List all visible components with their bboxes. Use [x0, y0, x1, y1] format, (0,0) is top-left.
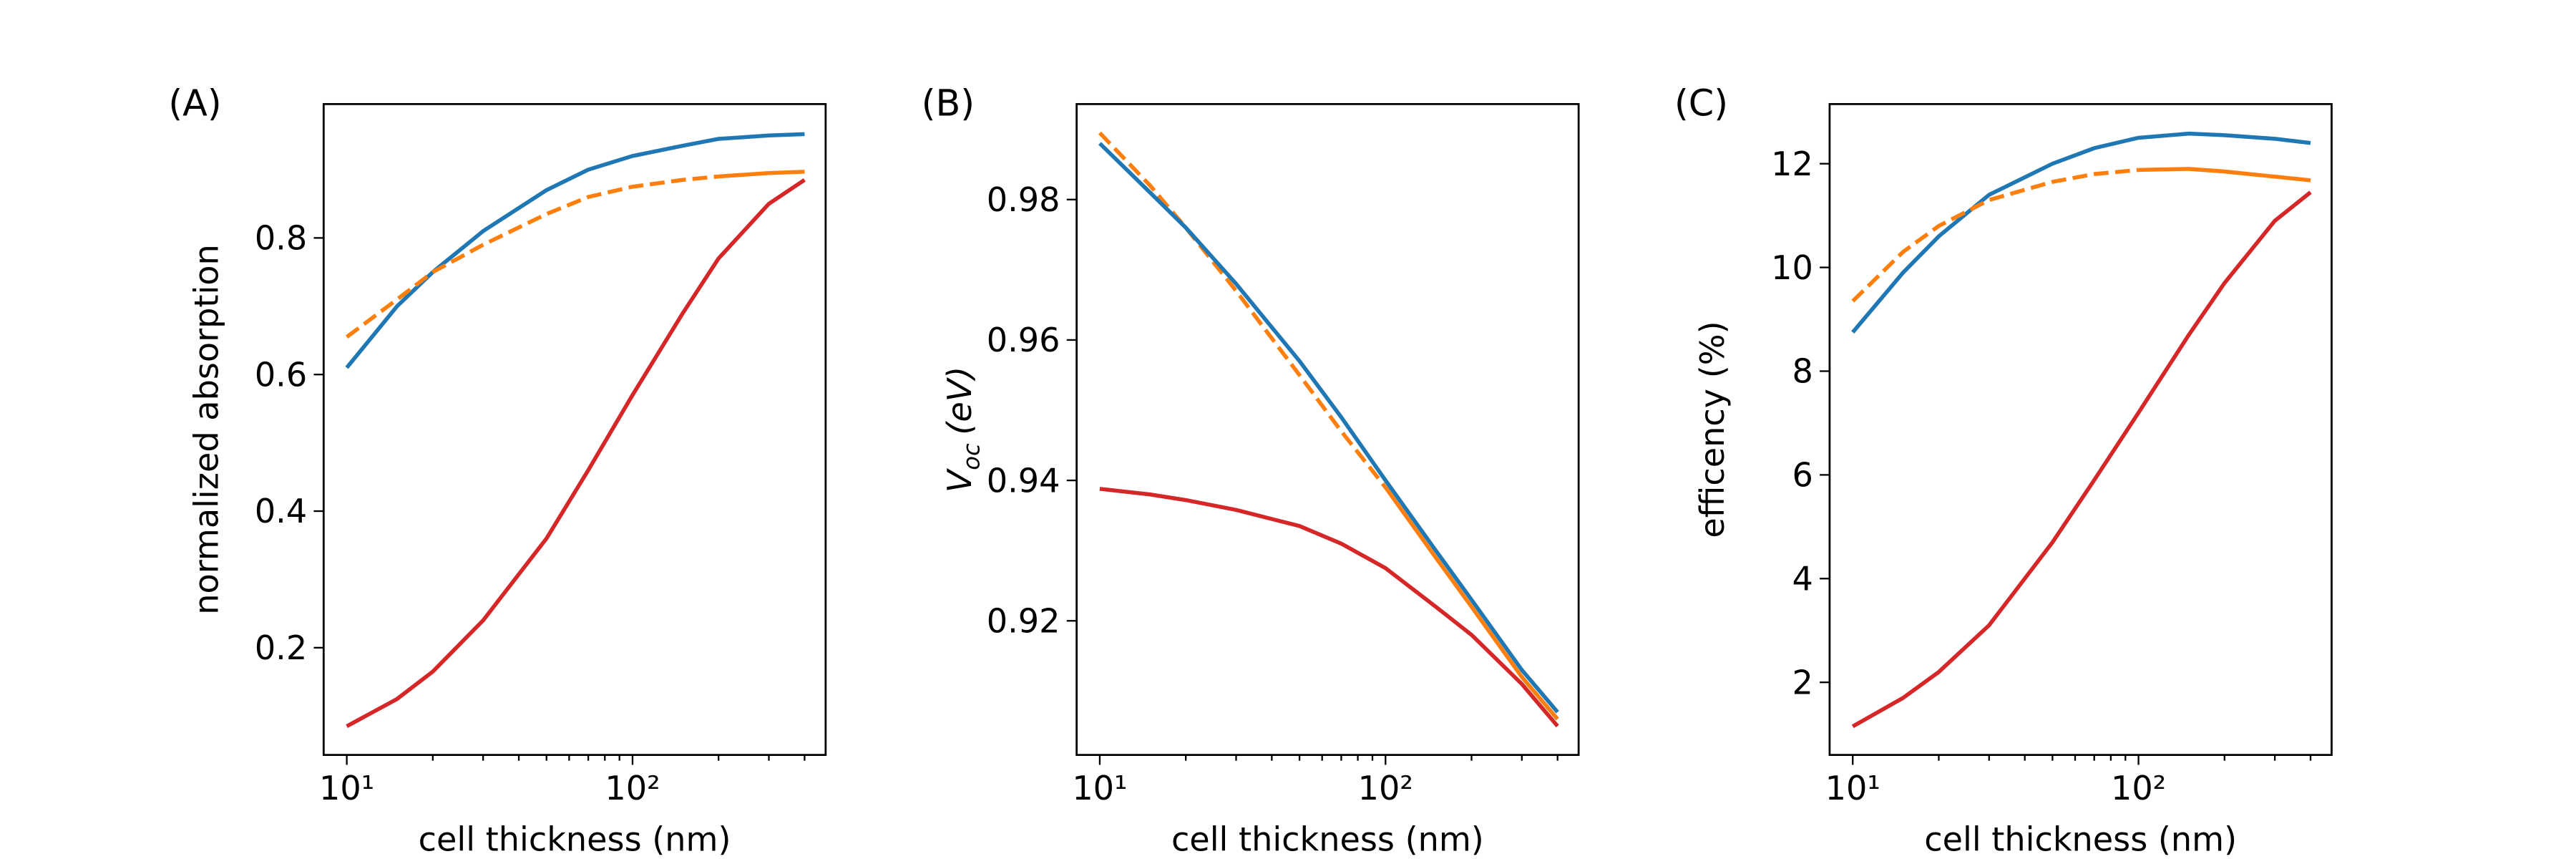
- series-line: [2138, 167, 2311, 183]
- y-tick-label: 0.96: [987, 321, 1060, 359]
- series-line: [1851, 168, 2139, 303]
- x-axis-label: cell thickness (nm): [1171, 820, 1484, 858]
- y-axis-label: efficency (%): [1693, 321, 1732, 538]
- x-axis-label: cell thickness (nm): [1924, 820, 2237, 858]
- series-line: [1098, 131, 1387, 489]
- x-axis-label: cell thickness (nm): [419, 820, 731, 858]
- axes-frame: [322, 103, 827, 756]
- x-tick-label: 10²: [2111, 769, 2166, 807]
- series-line: [346, 178, 806, 728]
- y-axis-label: normalized absorption: [187, 244, 226, 615]
- y-tick-label: 2: [1792, 663, 1813, 702]
- panel: 2 4 6 8 10 12 10¹ 10² (C) cell thickness (nm) effi…: [1674, 82, 2333, 858]
- x-tick-label: 10¹: [1072, 769, 1127, 807]
- x-tick-label: 10¹: [319, 769, 374, 807]
- x-tick-label: 10¹: [1825, 769, 1880, 807]
- y-tick-label: 8: [1792, 352, 1813, 391]
- series-line: [345, 132, 805, 369]
- y-tick-label: 0.6: [255, 355, 307, 394]
- y-tick-label: 6: [1792, 456, 1813, 495]
- series-line: [718, 170, 805, 179]
- y-tick-label: 4: [1792, 559, 1813, 598]
- series-line: [345, 174, 719, 339]
- series-line: [1098, 142, 1559, 714]
- panel: 0.92 0.94 0.96 0.98 10¹ 10² (B) cell thickness …: [922, 82, 1580, 858]
- y-axis-label-rest: (eV): [940, 367, 979, 435]
- y-tick-label: 0.92: [987, 601, 1060, 640]
- y-axis-label-sub: oc: [957, 443, 985, 470]
- x-tick-label: 10²: [605, 769, 660, 807]
- series-line: [1099, 487, 1559, 728]
- panel-label: (B): [922, 82, 975, 125]
- y-tick-label: 0.98: [987, 180, 1060, 219]
- y-tick-label: 0.2: [255, 629, 307, 667]
- y-tick-label: 0.94: [987, 461, 1060, 500]
- y-axis-label-main: V: [940, 467, 979, 492]
- panel-label: (C): [1674, 82, 1728, 125]
- y-tick-label: 12: [1771, 145, 1813, 183]
- panel-label: (A): [168, 82, 221, 125]
- x-tick-label: 10²: [1358, 769, 1413, 807]
- y-tick-label: 0.4: [255, 492, 307, 530]
- series-line: [1384, 486, 1559, 721]
- y-tick-label: 10: [1771, 248, 1813, 287]
- series-line: [1851, 131, 2311, 334]
- axes-frame: [1828, 103, 2333, 756]
- panel: 0.2 0.4 0.6 0.8 10¹ 10² (A) cell thickness (nm)…: [168, 82, 827, 858]
- axes-frame: [1075, 103, 1580, 756]
- y-axis-label: Voc (eV): [940, 367, 985, 493]
- series-line: [1851, 190, 2312, 729]
- y-tick-label: 0.8: [255, 219, 307, 258]
